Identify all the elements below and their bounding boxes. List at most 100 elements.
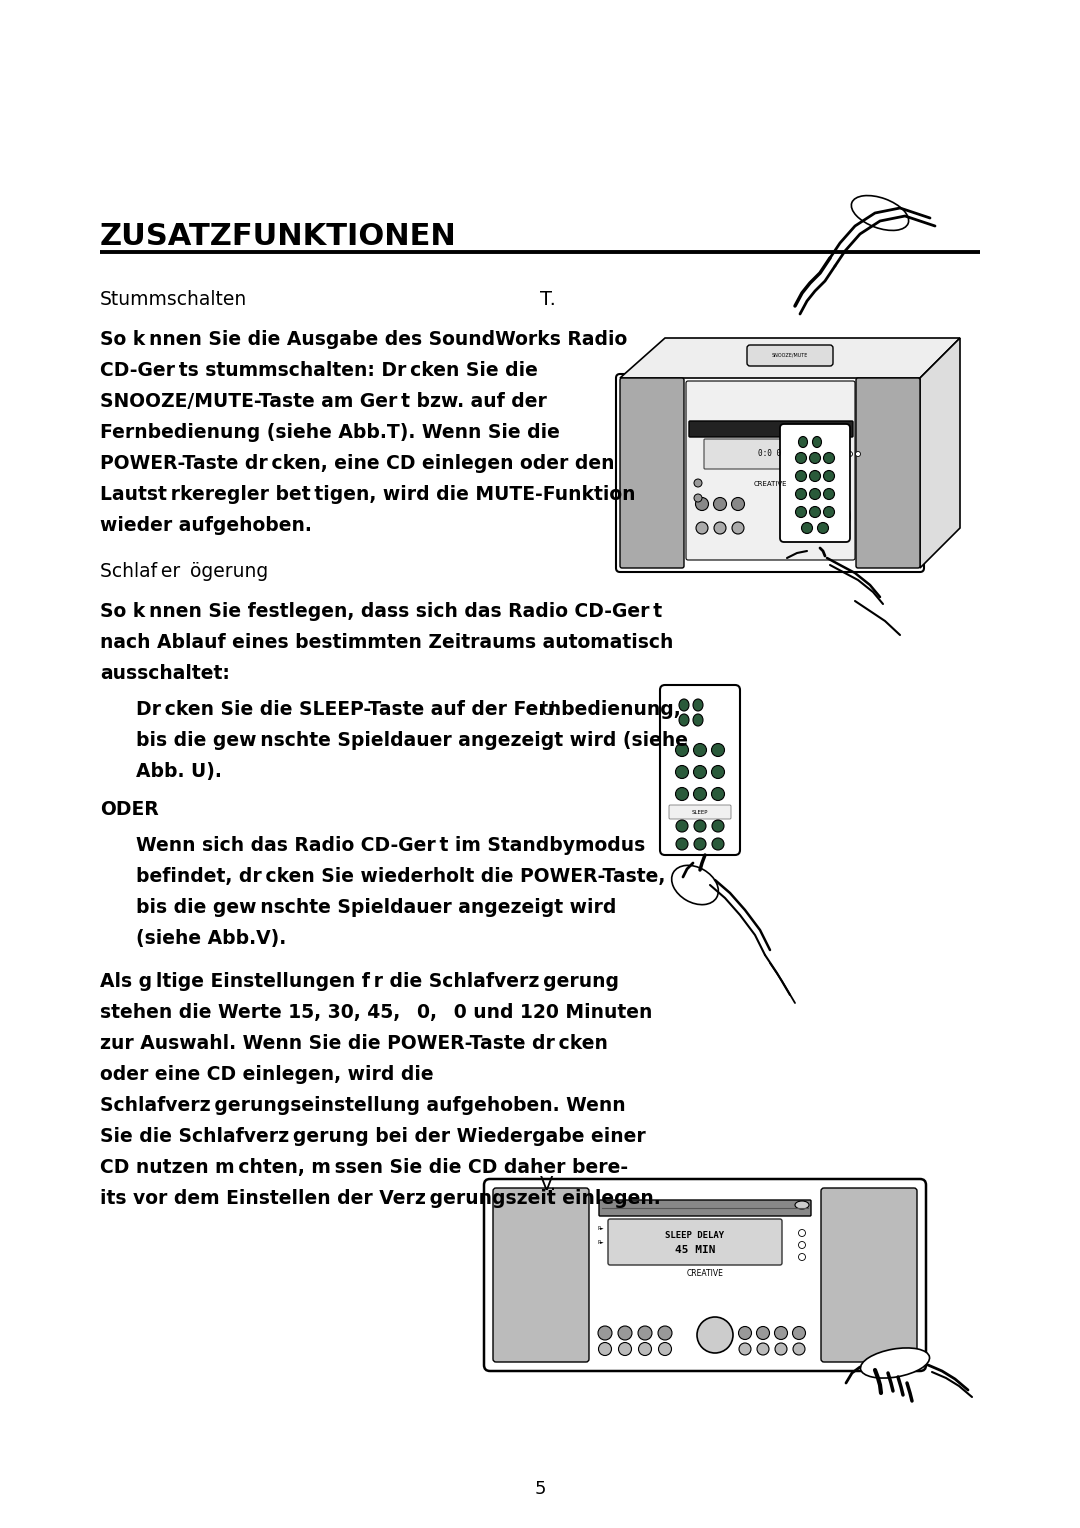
Circle shape [712,821,724,833]
Text: 5: 5 [535,1481,545,1497]
Ellipse shape [812,437,822,448]
Text: So k nnen Sie festlegen, dass sich das Radio CD-Ger t: So k nnen Sie festlegen, dass sich das R… [100,602,662,620]
Circle shape [810,489,821,500]
Circle shape [598,1343,611,1355]
FancyBboxPatch shape [492,1187,589,1361]
Circle shape [739,1343,751,1355]
Text: P►: P► [598,1227,605,1232]
FancyBboxPatch shape [747,345,833,367]
Circle shape [712,787,725,801]
Text: Abb. U).: Abb. U). [136,762,221,781]
Circle shape [810,452,821,463]
Text: Lautst rkeregler bet tigen, wird die MUTE-Funktion: Lautst rkeregler bet tigen, wird die MUT… [100,484,635,504]
Circle shape [796,452,807,463]
Ellipse shape [795,1201,809,1209]
Text: Schlaf er  ögerung: Schlaf er ögerung [100,562,268,581]
Circle shape [848,451,852,457]
Circle shape [731,498,744,510]
Circle shape [732,523,744,533]
Circle shape [714,498,727,510]
Circle shape [796,471,807,481]
Text: Als g ltige Einstellungen f r die Schlafverz gerung: Als g ltige Einstellungen f r die Schlaf… [100,972,619,992]
Ellipse shape [679,714,689,726]
Circle shape [756,1326,769,1340]
Circle shape [694,837,706,850]
Ellipse shape [679,698,689,711]
Text: zur Auswahl. Wenn Sie die POWER-Taste dr cken: zur Auswahl. Wenn Sie die POWER-Taste dr… [100,1034,608,1053]
Circle shape [774,1326,787,1340]
Ellipse shape [693,698,703,711]
Text: ODER: ODER [100,801,159,819]
Circle shape [801,523,812,533]
Circle shape [693,766,706,778]
Circle shape [824,489,835,500]
Circle shape [693,787,706,801]
Circle shape [855,451,861,457]
Text: befindet, dr cken Sie wiederholt die POWER-Taste,: befindet, dr cken Sie wiederholt die POW… [136,866,665,886]
Text: 0:0 0: 0:0 0 [758,449,782,457]
Circle shape [676,821,688,833]
Text: V.: V. [540,1175,557,1193]
FancyBboxPatch shape [620,377,684,568]
Circle shape [696,523,708,533]
FancyBboxPatch shape [689,422,853,437]
FancyBboxPatch shape [821,1187,917,1361]
Circle shape [675,744,689,756]
FancyBboxPatch shape [608,1219,782,1265]
Circle shape [839,451,845,457]
Circle shape [638,1343,651,1355]
FancyBboxPatch shape [660,685,740,856]
Polygon shape [620,338,960,377]
Text: bis die gew nschte Spieldauer angezeigt wird (siehe: bis die gew nschte Spieldauer angezeigt … [136,730,688,750]
Circle shape [810,471,821,481]
Text: POWER-Taste dr cken, eine CD einlegen oder den: POWER-Taste dr cken, eine CD einlegen od… [100,454,615,474]
Circle shape [793,1326,806,1340]
Text: nach Ablauf eines bestimmten Zeitraums automatisch: nach Ablauf eines bestimmten Zeitraums a… [100,633,673,652]
Text: Sie die Schlafverz gerung bei der Wiedergabe einer: Sie die Schlafverz gerung bei der Wieder… [100,1128,646,1146]
Ellipse shape [798,437,808,448]
Ellipse shape [861,1348,930,1378]
FancyBboxPatch shape [669,805,731,819]
Circle shape [675,766,689,778]
Text: stehen die Werte 15, 30, 45,   0,   0 und 120 Minuten: stehen die Werte 15, 30, 45, 0, 0 und 12… [100,1002,652,1022]
Text: Fernbedienung (siehe Abb.T). Wenn Sie die: Fernbedienung (siehe Abb.T). Wenn Sie di… [100,423,559,442]
FancyBboxPatch shape [704,439,836,469]
Circle shape [658,1326,672,1340]
FancyBboxPatch shape [616,374,924,571]
Circle shape [798,1253,806,1261]
Text: 45 MIN: 45 MIN [675,1245,715,1256]
FancyBboxPatch shape [780,423,850,542]
Text: SNOOZE/MUTE-Taste am Ger t bzw. auf der: SNOOZE/MUTE-Taste am Ger t bzw. auf der [100,393,546,411]
Circle shape [638,1326,652,1340]
Circle shape [712,744,725,756]
Text: ausschaltet:: ausschaltet: [100,665,230,683]
Text: Dr cken Sie die SLEEP-Taste auf der Fernbedienung,: Dr cken Sie die SLEEP-Taste auf der Fern… [136,700,680,720]
FancyBboxPatch shape [599,1199,811,1216]
Text: Stummschalten: Stummschalten [100,290,247,309]
Circle shape [598,1326,612,1340]
Circle shape [798,1241,806,1248]
Circle shape [739,1326,752,1340]
Circle shape [694,821,706,833]
Text: P►: P► [598,1241,605,1245]
Circle shape [714,523,726,533]
Circle shape [675,787,689,801]
Text: SLEEP: SLEEP [692,810,708,814]
Circle shape [798,1230,806,1236]
Ellipse shape [672,865,718,905]
Circle shape [793,1343,805,1355]
Text: (siehe Abb.V).: (siehe Abb.V). [136,929,286,947]
Circle shape [824,471,835,481]
Circle shape [693,744,706,756]
Text: its vor dem Einstellen der Verz gerungszeit einlegen.: its vor dem Einstellen der Verz gerungsz… [100,1189,661,1209]
Text: SNOOZE/MUTE: SNOOZE/MUTE [772,353,808,358]
Circle shape [818,523,828,533]
Text: CD nutzen m chten, m ssen Sie die CD daher bere-: CD nutzen m chten, m ssen Sie die CD dah… [100,1158,629,1177]
FancyBboxPatch shape [856,377,920,568]
Polygon shape [920,338,960,568]
Circle shape [618,1326,632,1340]
Text: U.: U. [540,700,561,720]
Circle shape [757,1343,769,1355]
Text: CD-Ger ts stummschalten: Dr cken Sie die: CD-Ger ts stummschalten: Dr cken Sie die [100,361,538,380]
Text: wieder aufgehoben.: wieder aufgehoben. [100,516,312,535]
